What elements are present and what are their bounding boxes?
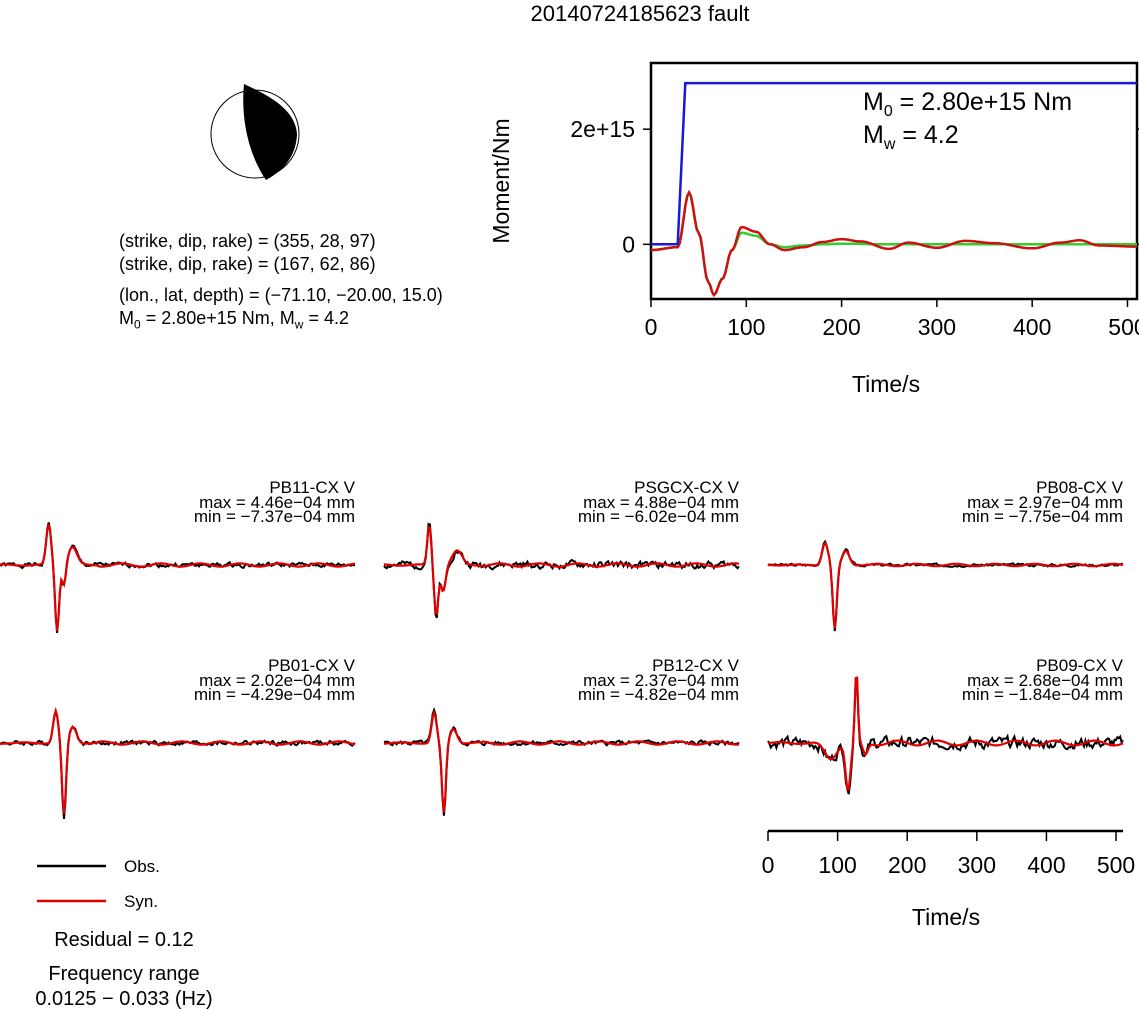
station-name: PB11-CX V xyxy=(269,478,355,497)
station-name: PB08-CX V xyxy=(1036,478,1123,497)
waveform-x-axis-label: Time/s xyxy=(912,904,980,930)
waveform-panel xyxy=(383,706,740,816)
station-name: PSGCX-CX V xyxy=(634,478,739,497)
moment-x-tick-label: 0 xyxy=(645,314,658,340)
moment-x-tick-label: 500 xyxy=(1108,314,1139,340)
moment-plot-frame xyxy=(649,61,1139,301)
station-max: max = 4.88e−04 mm xyxy=(583,493,739,512)
moment-series-group xyxy=(650,81,1137,298)
station-name: PB09-CX V xyxy=(1036,656,1123,675)
moment-y-axis-label: Moment/Nm xyxy=(488,118,514,243)
moment-axes: 0 100 200 300 400 500 0 2e+15 xyxy=(570,116,1139,340)
station-max: max = 2.37e−04 mm xyxy=(583,671,739,690)
station-min: min = −4.82e−04 mm xyxy=(577,685,739,704)
synthetic-trace xyxy=(384,708,740,813)
moment-series-line xyxy=(650,189,1137,298)
legend-syn-label: Syn. xyxy=(124,892,158,911)
synthetic-trace xyxy=(383,525,740,616)
station-name: PB01-CX V xyxy=(268,656,355,675)
station-min: min = −6.02e−04 mm xyxy=(577,507,739,526)
frequency-range-value: 0.0125 − 0.033 (Hz) xyxy=(35,988,212,1009)
moment-y-tick-label: 2e+15 xyxy=(570,116,635,142)
waveform-panel xyxy=(767,676,1124,795)
synthetic-trace xyxy=(0,706,356,814)
waveform-panel xyxy=(383,522,740,619)
station-min: min = −4.29e−04 mm xyxy=(193,685,355,704)
waveform-x-tick-label: 500 xyxy=(1097,852,1135,878)
moment-series-line xyxy=(650,189,1137,298)
waveform-traces xyxy=(0,522,1124,819)
moment-panel: 010020030040050002e+15 Moment/Nm Time/s … xyxy=(488,61,1139,397)
synthetic-trace xyxy=(767,676,1124,792)
waveform-x-tick-label: 0 xyxy=(762,852,775,878)
moment-y-tick-label: 0 xyxy=(622,231,635,257)
mechanism-info: (strike, dip, rake) = (355, 28, 97) (str… xyxy=(119,230,443,337)
mechanism-mw-value: 4.2 xyxy=(323,308,349,328)
moment-x-axis-label: Time/s xyxy=(852,371,920,397)
waveform-x-tick-label: 300 xyxy=(958,852,996,878)
moment-annotation-m0: M0 = 2.80e+15 Nm xyxy=(863,88,1072,120)
waveform-x-tick-label: 400 xyxy=(1027,852,1065,878)
moment-annotation-mw: Mw = 4.2 xyxy=(863,121,959,153)
station-max: max = 4.46e−04 mm xyxy=(199,493,355,512)
mechanism-magnitude: M0 = 2.80e+15 Nm, Mw = 4.2 xyxy=(119,308,349,332)
focal-mechanism-beachball xyxy=(210,84,300,180)
legend: Obs. Syn. xyxy=(37,857,160,911)
waveform-panel xyxy=(767,539,1124,632)
waveform-panel xyxy=(0,706,356,819)
waveform-x-tick-label: 100 xyxy=(818,852,856,878)
station-min: min = −7.37e−04 mm xyxy=(193,507,355,526)
moment-x-tick-label: 400 xyxy=(1013,314,1051,340)
waveform-x-tick-label: 200 xyxy=(888,852,926,878)
waveform-panel xyxy=(0,522,356,633)
mechanism-nodal-plane-2: (strike, dip, rake) = (167, 62, 86) xyxy=(119,254,376,274)
mechanism-m0-value: 2.80e+15 Nm xyxy=(161,308,270,328)
figure-title: 20140724185623 fault xyxy=(531,1,750,26)
residual-text: Residual = 0.12 xyxy=(54,929,194,951)
waveform-time-axis: 0 100 200 300 400 500 xyxy=(762,829,1135,878)
station-min: min = −7.75e−04 mm xyxy=(961,507,1123,526)
synthetic-trace xyxy=(767,541,1124,629)
moment-x-tick-label: 300 xyxy=(918,314,956,340)
synthetic-trace xyxy=(0,524,356,632)
moment-x-tick-label: 100 xyxy=(727,314,765,340)
station-max: max = 2.68e−04 mm xyxy=(967,671,1123,690)
moment-series-line xyxy=(651,81,1137,246)
station-max: max = 2.97e−04 mm xyxy=(967,493,1123,512)
moment-x-tick-label: 200 xyxy=(822,314,860,340)
mechanism-location: (lon., lat, depth) = (−71.10, −20.00, 15… xyxy=(119,285,443,305)
station-max: max = 2.02e−04 mm xyxy=(199,671,355,690)
station-name: PB12-CX V xyxy=(652,656,739,675)
mechanism-nodal-plane-1: (strike, dip, rake) = (355, 28, 97) xyxy=(119,231,376,251)
frequency-range-title: Frequency range xyxy=(48,963,199,985)
station-min: min = −1.84e−04 mm xyxy=(961,685,1123,704)
legend-obs-label: Obs. xyxy=(124,857,160,876)
